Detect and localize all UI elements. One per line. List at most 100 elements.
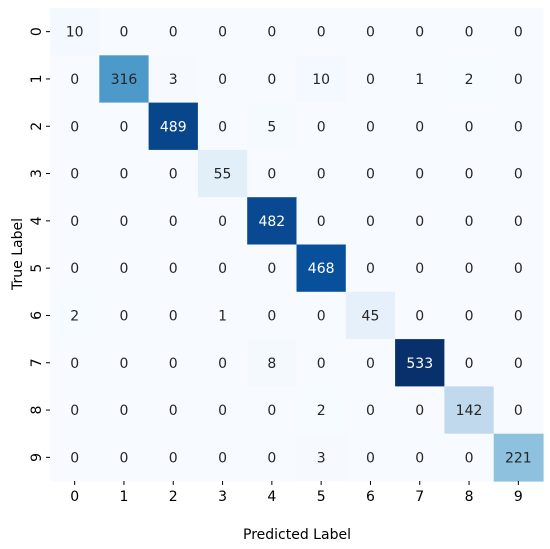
heatmap-cell	[247, 433, 298, 482]
x-tick-label: 0	[70, 489, 79, 505]
cell-value-label: 10	[312, 72, 330, 88]
cell-value-label: 55	[214, 167, 232, 183]
cell-value-label: 0	[267, 308, 276, 324]
heatmap-cell	[197, 149, 248, 198]
cell-value-label: 0	[415, 214, 424, 230]
heatmap-cell	[296, 8, 347, 56]
cell-value-label: 0	[267, 450, 276, 466]
heatmap-cell	[247, 8, 298, 56]
heatmap-cell	[148, 55, 199, 104]
heatmap-cell	[50, 8, 100, 56]
cell-value-label: 0	[267, 167, 276, 183]
heatmap-cell	[493, 433, 544, 482]
heatmap-cell	[50, 244, 100, 293]
cell-value-label: 0	[415, 450, 424, 466]
cell-value-label: 0	[317, 25, 326, 41]
heatmap-cell	[395, 102, 445, 151]
y-tick-label: 1	[29, 74, 45, 83]
cell-value-label: 1	[415, 72, 424, 88]
heatmap-cell	[247, 149, 298, 198]
cell-value-label: 0	[514, 72, 523, 88]
heatmap-cell	[148, 197, 199, 246]
cell-value-label: 2	[465, 72, 474, 88]
heatmap-cell	[296, 197, 347, 246]
heatmap-cell	[50, 102, 100, 151]
heatmap-cell	[493, 55, 544, 104]
cell-value-label: 0	[317, 308, 326, 324]
heatmap-cell	[345, 244, 396, 293]
heatmap-cell	[197, 55, 248, 104]
heatmap-cell	[345, 8, 396, 56]
cell-value-label: 10	[66, 25, 84, 41]
y-tick-label: 0	[29, 27, 45, 36]
heatmap-cell	[197, 244, 248, 293]
cell-value-label: 0	[218, 25, 227, 41]
cell-value-label: 0	[415, 261, 424, 277]
cell-value-label: 45	[362, 308, 380, 324]
cell-value-label: 0	[366, 356, 375, 372]
heatmap-cell	[247, 197, 298, 246]
cell-value-label: 5	[267, 119, 276, 135]
cell-value-label: 0	[70, 261, 79, 277]
x-tick-label: 8	[465, 489, 474, 505]
cell-value-label: 0	[514, 403, 523, 419]
cell-value-label: 0	[218, 214, 227, 230]
heatmap-cell	[247, 102, 298, 151]
heatmap-cell	[345, 433, 396, 482]
cell-value-label: 0	[317, 119, 326, 135]
heatmap-cell	[197, 8, 248, 56]
cell-value-label: 0	[366, 261, 375, 277]
heatmap-cell	[197, 433, 248, 482]
cell-value-label: 3	[169, 72, 178, 88]
cell-value-label: 0	[119, 450, 128, 466]
cell-value-label: 0	[119, 25, 128, 41]
heatmap-cell	[395, 244, 445, 293]
cell-value-label: 0	[70, 403, 79, 419]
heatmap-cell	[99, 102, 150, 151]
cell-value-label: 0	[218, 450, 227, 466]
cell-value-label: 1	[218, 308, 227, 324]
cell-value-label: 0	[70, 72, 79, 88]
cell-value-label: 0	[169, 25, 178, 41]
x-tick-label: 2	[169, 489, 178, 505]
y-tick-label: 8	[29, 406, 45, 415]
cell-value-label: 0	[169, 214, 178, 230]
cell-value-label: 0	[267, 72, 276, 88]
cell-value-label: 0	[415, 308, 424, 324]
heatmap-cell	[296, 291, 347, 340]
cell-value-label: 0	[366, 450, 375, 466]
cell-value-label: 0	[465, 119, 474, 135]
heatmap-cell	[395, 386, 445, 435]
cells-layer: 10 0 0 0 0 0 0 0 0 00 316 3 0 0 10 0 1 2 00 0 489 0 5 0 0 0 0 00 0 0 5…	[50, 8, 544, 482]
cell-value-label: 0	[70, 214, 79, 230]
cell-value-label: 0	[514, 356, 523, 372]
heatmap-cell	[395, 149, 445, 198]
cell-value-label: 0	[465, 25, 474, 41]
heatmap-cell	[99, 197, 150, 246]
x-tick-label: 1	[119, 489, 128, 505]
cell-value-label: 0	[119, 308, 128, 324]
x-tick-label: 9	[514, 489, 523, 505]
heatmap-cell	[444, 55, 495, 104]
cell-value-label: 0	[70, 356, 79, 372]
cell-value-label: 0	[169, 308, 178, 324]
heatmap-cell	[99, 339, 150, 387]
heatmap-cell	[395, 197, 445, 246]
cell-value-label: 0	[218, 261, 227, 277]
heatmap-cell	[148, 339, 199, 387]
cell-value-label: 468	[308, 261, 335, 277]
heatmap-cell	[444, 386, 495, 435]
cell-value-label: 0	[70, 119, 79, 135]
heatmap-cell	[50, 55, 100, 104]
heatmap-cell	[148, 291, 199, 340]
cell-value-label: 0	[169, 167, 178, 183]
cell-value-label: 0	[465, 261, 474, 277]
heatmap-cell	[247, 339, 298, 387]
heatmap-cell	[345, 386, 396, 435]
heatmap-cell	[444, 339, 495, 387]
cell-value-label: 0	[366, 25, 375, 41]
heatmap-cell	[345, 197, 396, 246]
cell-value-label: 0	[119, 167, 128, 183]
cell-value-label: 142	[456, 403, 483, 419]
